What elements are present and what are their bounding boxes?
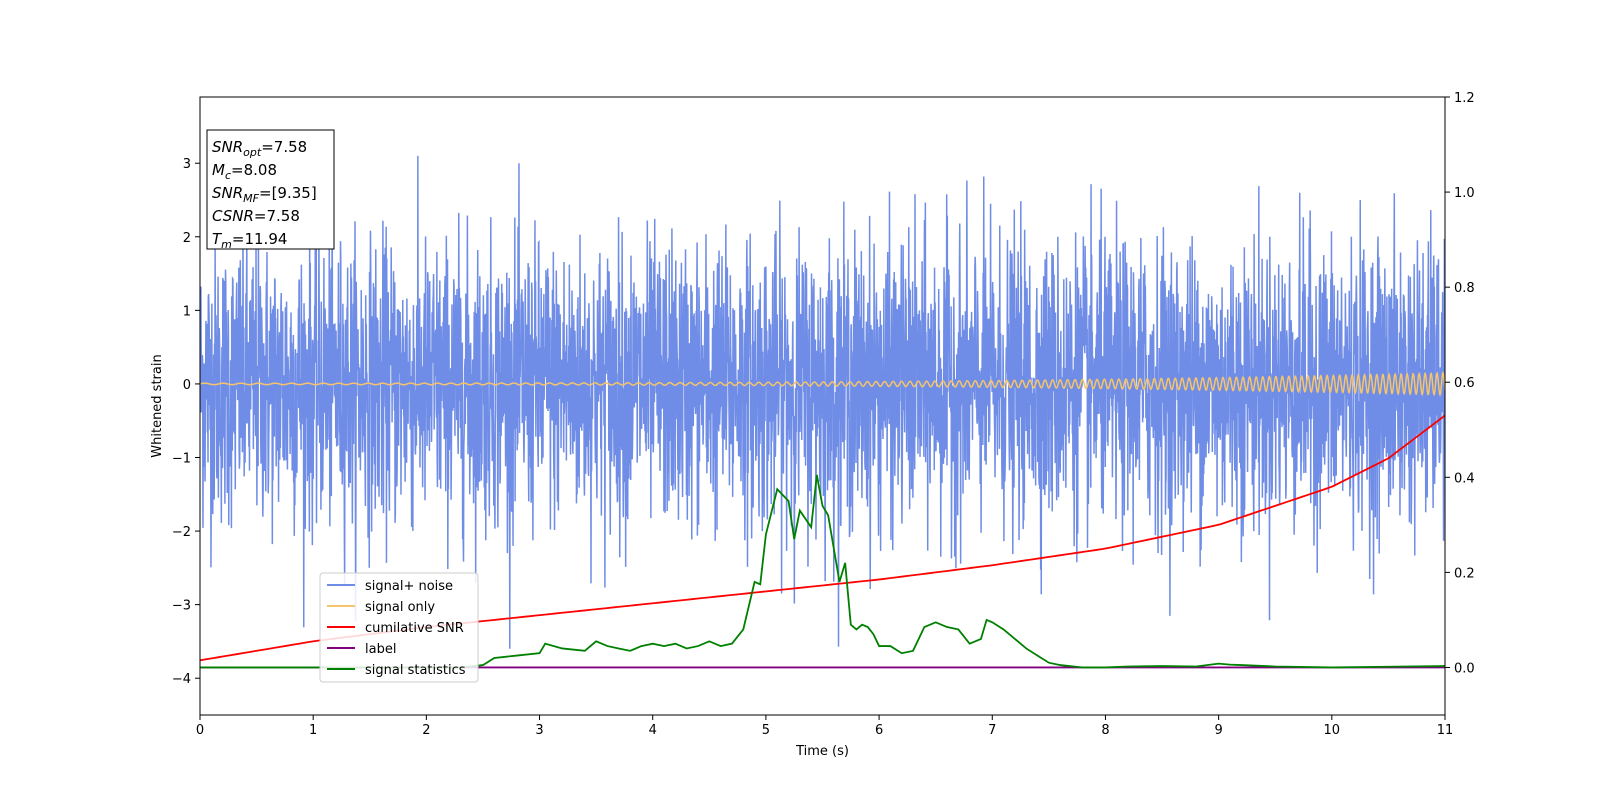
x-axis-label: Time (s) xyxy=(795,744,849,759)
x-tick-label: 3 xyxy=(535,723,543,738)
x-tick-label: 6 xyxy=(875,723,883,738)
y-right-tick-label: 1.2 xyxy=(1454,91,1475,106)
series-signal-statistics xyxy=(200,474,1445,669)
info-line: SNRMF=[9.35] xyxy=(212,184,317,205)
y-right-tick-label: 0.6 xyxy=(1454,376,1475,391)
y-axis-label: Whitened strain xyxy=(150,354,165,457)
legend-label: signal only xyxy=(365,600,435,615)
series-signal-only xyxy=(200,370,1445,397)
x-tick-label: 5 xyxy=(762,723,770,738)
legend-label: cumilative SNR xyxy=(365,621,464,636)
series-signal-noise xyxy=(200,155,1445,649)
info-line: CSNR=7.58 xyxy=(212,207,300,225)
y-right-tick-label: 0.8 xyxy=(1454,281,1475,296)
y-left-tick-label: 0 xyxy=(183,378,191,393)
x-tick-label: 10 xyxy=(1324,723,1341,738)
y-left-tick-label: 2 xyxy=(183,231,191,246)
legend: signal+ noise signal only cumilative SNR la… xyxy=(319,572,479,683)
x-tick-label: 1 xyxy=(309,723,317,738)
legend-label: label xyxy=(365,642,396,657)
y-left-tick-label: −1 xyxy=(172,452,191,467)
y-left-tick-label: −4 xyxy=(172,672,191,687)
info-line: SNRopt=7.58 xyxy=(212,138,307,159)
info-line: Tm=11.94 xyxy=(212,230,287,251)
legend-label: signal statistics xyxy=(365,663,466,678)
x-tick-label: 8 xyxy=(1101,723,1109,738)
y-left-tick-label: 1 xyxy=(183,304,191,319)
info-line: Mc=8.08 xyxy=(212,161,277,182)
legend-label: signal+ noise xyxy=(365,579,453,594)
x-tick-label: 0 xyxy=(196,723,204,738)
x-tick-label: 9 xyxy=(1214,723,1222,738)
y-left-tick-label: 3 xyxy=(183,157,191,172)
x-tick-label: 2 xyxy=(422,723,430,738)
x-tick-label: 4 xyxy=(649,723,657,738)
plot-frame xyxy=(199,96,1446,716)
x-tick-label: 7 xyxy=(988,723,996,738)
x-tick-label: 11 xyxy=(1437,723,1454,738)
y-right-tick-label: 1.0 xyxy=(1454,186,1475,201)
y-left-tick-label: −2 xyxy=(172,525,191,540)
y-left-tick-label: −3 xyxy=(172,599,191,614)
y-right-tick-label: 0.4 xyxy=(1454,471,1475,486)
y-right-tick-label: 0.2 xyxy=(1454,566,1475,581)
y-right-tick-label: 0.0 xyxy=(1454,661,1475,676)
